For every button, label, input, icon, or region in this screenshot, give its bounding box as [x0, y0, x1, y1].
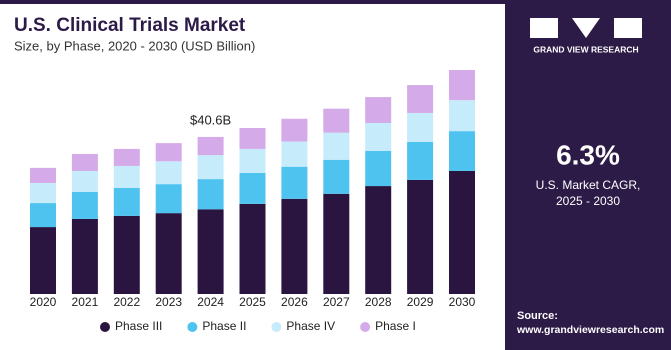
top-band [0, 0, 505, 4]
legend-label: Phase III [115, 319, 162, 333]
bar-segment [239, 203, 266, 294]
bar-segment [155, 213, 182, 294]
bar-segment [449, 131, 475, 171]
bar-segment [407, 141, 434, 180]
bar-segment [239, 172, 266, 204]
bar-segment [323, 108, 350, 133]
bar-segment [449, 100, 475, 132]
bar-segment [30, 167, 56, 183]
bar-segment [30, 203, 56, 228]
bar-segment [197, 136, 224, 156]
x-tick-label: 2029 [407, 295, 434, 309]
plot: 2020 2021 2022 2023 2024 2025 2026 2027 2028 2029… [30, 70, 476, 333]
bar-segment [155, 184, 182, 214]
bar-segment [365, 186, 392, 294]
bar-segment [197, 209, 224, 294]
side-panel [505, 0, 671, 350]
cagr-label: U.S. Market CAGR, [536, 178, 641, 192]
x-tick-label: 2030 [449, 295, 476, 309]
x-tick-label: 2024 [197, 295, 224, 309]
bar-segment [365, 150, 392, 187]
bar-segment [155, 143, 182, 162]
bar-segment [323, 193, 350, 294]
annotation: $40.6B [190, 112, 231, 127]
bar-segment [197, 179, 224, 210]
bar-segment [113, 187, 140, 216]
bar-segment [323, 159, 350, 194]
chart-subtitle: Size, by Phase, 2020 - 2030 (USD Billion… [14, 38, 255, 53]
cagr-value: 6.3% [556, 139, 620, 170]
bar-segment [30, 227, 56, 294]
x-tick-label: 2020 [30, 295, 57, 309]
source-label: Source: [517, 310, 558, 322]
logo-text: GRAND VIEW RESEARCH [533, 44, 638, 54]
x-tick-label: 2026 [281, 295, 308, 309]
legend-label: Phase I [375, 319, 416, 333]
bar-segment [30, 182, 56, 204]
logo-block [530, 18, 558, 38]
x-tick-label: 2027 [323, 295, 350, 309]
legend-label: Phase IV [286, 319, 335, 333]
bar-segment [239, 148, 266, 173]
legend-swatch [187, 322, 198, 332]
bar-segment [113, 215, 140, 294]
bar-segment [365, 97, 392, 124]
bar-segment [71, 191, 98, 219]
x-tick-label: 2022 [113, 295, 140, 309]
x-tick-label: 2023 [155, 295, 182, 309]
bar-segment [281, 141, 308, 167]
bar-segment [449, 170, 475, 294]
logo-block [614, 18, 642, 38]
legend-swatch [100, 322, 110, 332]
bar-segment [323, 132, 350, 160]
bar-segment [71, 170, 98, 192]
cagr-period: 2025 - 2030 [556, 194, 620, 208]
bar-segment [113, 165, 140, 188]
bar-segment [155, 161, 182, 185]
bar-segment [365, 123, 392, 151]
bar-segment [239, 128, 266, 149]
legend-swatch [271, 322, 282, 332]
bar-segment [71, 218, 98, 294]
bar-segment [197, 155, 224, 180]
bar-segment [71, 153, 98, 171]
bar-segment [281, 166, 308, 199]
x-tick-label: 2028 [365, 295, 392, 309]
legend-swatch [360, 322, 371, 332]
bar-segment [281, 198, 308, 294]
bar-segment [281, 118, 308, 142]
bar-segment [407, 179, 434, 294]
bar-segment [449, 70, 475, 101]
chart-title: U.S. Clinical Trials Market [14, 15, 246, 36]
logo-block [572, 18, 600, 38]
logo: GRAND VIEW RESEARCH [530, 18, 642, 54]
legend-label: Phase II [202, 319, 246, 333]
source-url: www.grandviewresearch.com [516, 324, 664, 336]
bar-segment [113, 148, 140, 166]
bar-segment [407, 85, 434, 113]
bar-segment [407, 112, 434, 142]
x-tick-label: 2021 [72, 295, 99, 309]
x-tick-label: 2025 [239, 295, 266, 309]
